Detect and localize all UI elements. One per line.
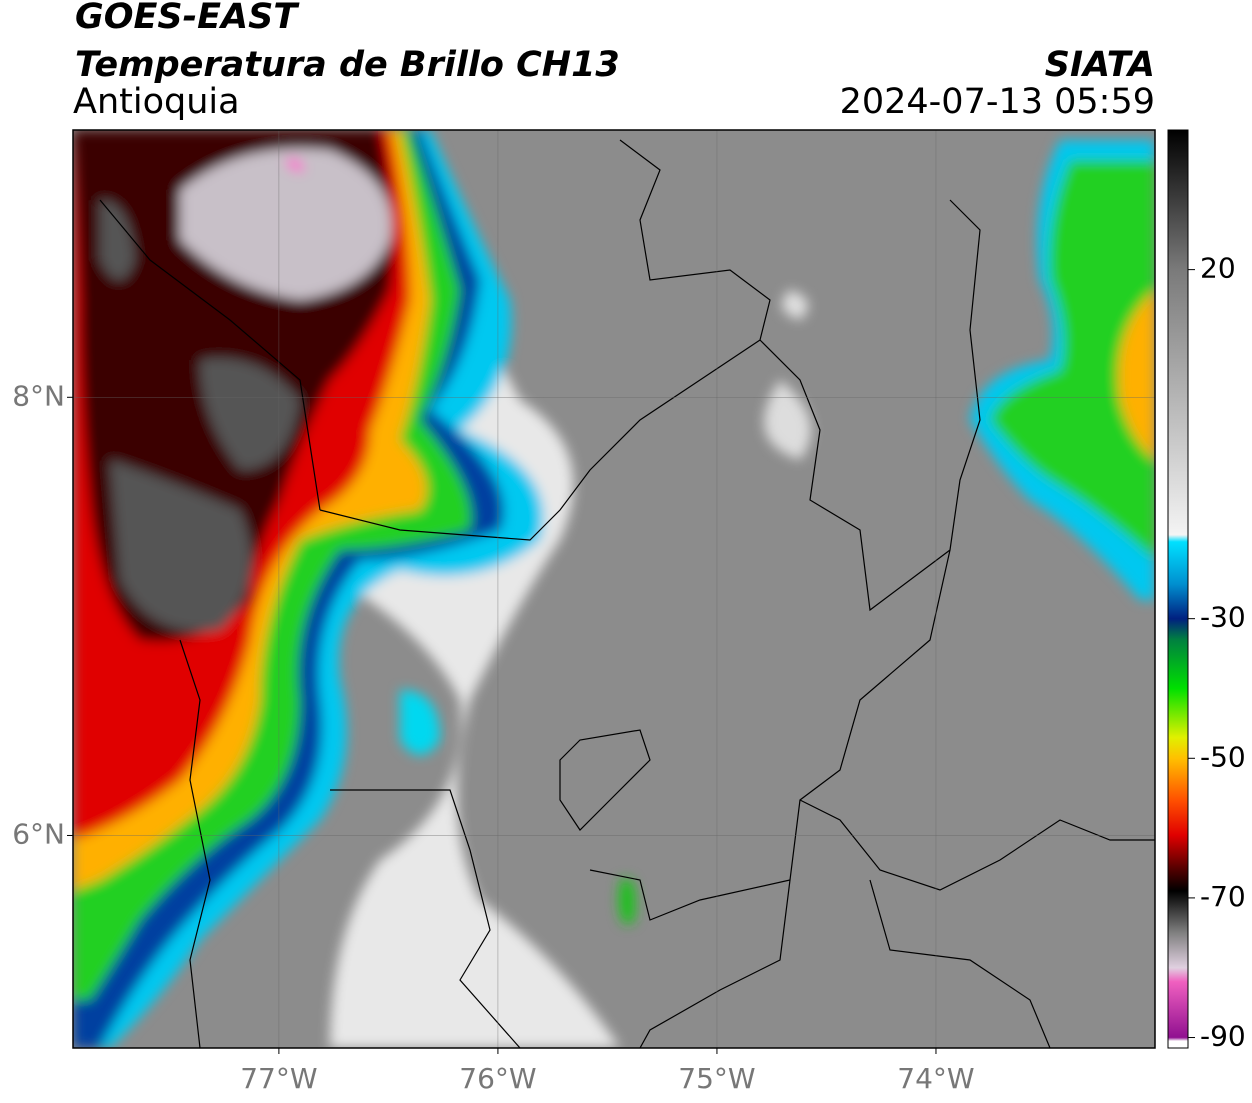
- colorbar-tick-label: -70: [1200, 880, 1246, 913]
- map-frame: [72, 129, 1156, 1049]
- colorbar-tick-label: -50: [1200, 740, 1246, 773]
- colorbar-tick-label: -90: [1200, 1020, 1246, 1053]
- y-tick-label: 8°N: [12, 379, 65, 412]
- y-tick-label: 6°N: [12, 817, 65, 850]
- title: GOES-EAST: [75, 0, 300, 37]
- colorbar-tick-label: -30: [1200, 601, 1246, 634]
- x-tick-label: 74°W: [897, 1062, 974, 1095]
- borders: [99, 139, 1155, 1048]
- x-tick-label: 77°W: [240, 1062, 317, 1095]
- source: SIATA: [1045, 45, 1155, 85]
- x-tick-label: 75°W: [678, 1062, 755, 1095]
- region: Antioquia: [73, 82, 240, 122]
- subtitle: Temperatura de Brillo CH13: [75, 45, 620, 85]
- colorbar-tick-label: 20: [1200, 252, 1236, 285]
- x-tick-label: 76°W: [459, 1062, 536, 1095]
- map-image: [73, 130, 1155, 1048]
- datetime: 2024-07-13 05:59: [840, 82, 1155, 122]
- colorbar: [1167, 129, 1189, 1049]
